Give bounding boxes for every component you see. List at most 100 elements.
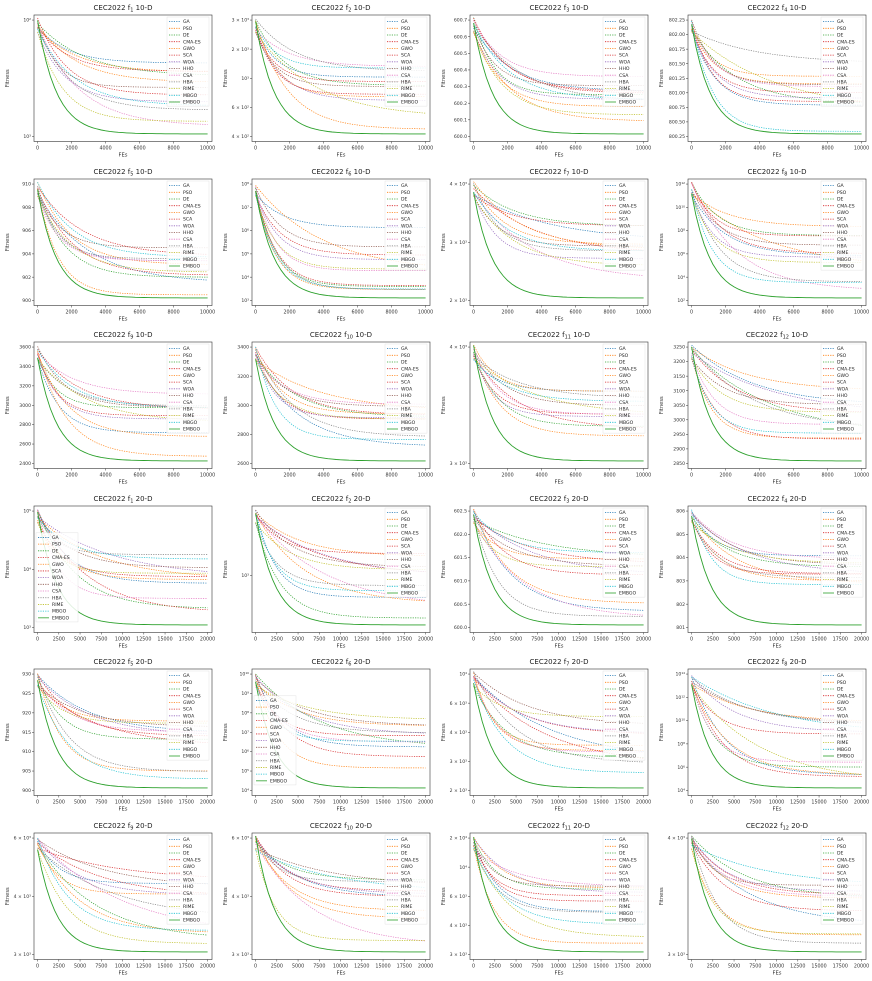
- legend-entry: RIME: [619, 904, 631, 910]
- y-tick-label: 2400: [19, 461, 31, 467]
- x-axis-label: FEs: [555, 643, 564, 649]
- x-tick-label: 2500: [489, 800, 501, 806]
- legend-entry: CMA-ES: [183, 39, 201, 45]
- convergence-chart-24: CEC2022 f12 20-D 0 2500 5000 7500 10000 12500 1…: [659, 822, 869, 977]
- y-tick-label: 802: [676, 601, 685, 607]
- legend-entry: DE: [52, 548, 59, 554]
- x-tick-label: 0: [254, 963, 257, 969]
- legend-entry: GA: [619, 346, 627, 352]
- series-line-embgo: [255, 21, 426, 135]
- series-line-hba: [691, 346, 862, 425]
- series-line-de: [691, 348, 862, 426]
- legend-entry: SCA: [619, 870, 629, 876]
- legend-entry: DE: [401, 196, 408, 202]
- legend-entry: EMBGO: [619, 754, 636, 760]
- legend-entry: DE: [619, 360, 626, 366]
- legend-entry: HHO: [401, 66, 412, 72]
- legend-entry: SCA: [619, 707, 629, 713]
- series-line-csa: [255, 186, 426, 271]
- series-line-gwo: [255, 676, 426, 769]
- series-line-sca: [691, 680, 862, 777]
- legend-entry: HBA: [837, 734, 848, 740]
- legend-entry: EMBGO: [837, 917, 854, 923]
- legend-entry: WOA: [837, 59, 849, 65]
- x-tick-label: 10000: [333, 800, 348, 806]
- y-tick-label: 3 × 10³: [232, 952, 250, 958]
- plot-frame: [687, 178, 867, 306]
- y-tick-label: 602.5: [454, 508, 467, 514]
- x-tick-label: 7500: [531, 800, 543, 806]
- legend-entry: CSA: [837, 73, 847, 79]
- series-line-csa: [473, 520, 644, 616]
- x-tick-label: 6000: [133, 473, 145, 479]
- y-tick-label: 801.00: [669, 90, 685, 96]
- legend-entry: SCA: [837, 543, 847, 549]
- legend-entry: EMBGO: [837, 100, 854, 106]
- series-line-sca: [473, 677, 644, 759]
- legend-entry: HHO: [401, 557, 412, 563]
- legend-entry: CSA: [270, 752, 280, 758]
- series-line-gwo: [37, 352, 208, 437]
- x-axis-label: FEs: [773, 480, 782, 486]
- x-tick-label: 4000: [317, 146, 329, 152]
- legend-entry: HBA: [52, 595, 63, 601]
- x-axis-label: FEs: [119, 807, 128, 813]
- legend-entry: WOA: [619, 550, 631, 556]
- y-tick-label: 801.75: [669, 47, 685, 53]
- legend-entry: GA: [619, 673, 627, 679]
- legend-entry: GA: [619, 19, 627, 25]
- y-tick-label: 2950: [673, 432, 685, 438]
- y-tick-label: 2 × 10³: [450, 298, 468, 304]
- plot-frame: [251, 505, 431, 633]
- series-line-embgo: [473, 683, 644, 789]
- legend-entry: CSA: [401, 400, 411, 406]
- x-axis-label: FEs: [555, 807, 564, 813]
- legend-entry: HHO: [619, 230, 630, 236]
- x-tick-label: 8000: [603, 473, 615, 479]
- x-tick-label: 7500: [95, 800, 107, 806]
- x-axis-label: FEs: [119, 643, 128, 649]
- legend-entry: HHO: [183, 66, 194, 72]
- legend-entry: GA: [183, 346, 191, 352]
- legend-entry: GWO: [401, 46, 413, 52]
- y-tick-label: 10⁹: [241, 691, 249, 697]
- x-tick-label: 15000: [593, 963, 608, 969]
- series-line-mbgo: [473, 359, 644, 402]
- y-axis-label: Fitness: [223, 723, 229, 741]
- series-line-sca: [37, 26, 208, 72]
- x-tick-label: 5000: [74, 800, 86, 806]
- convergence-chart-5: CEC2022 f5 10-D 0 2000 4000 6000 8000 10000 FEs…: [5, 168, 215, 323]
- legend-entry: WOA: [52, 575, 64, 581]
- legend-entry: SCA: [837, 380, 847, 386]
- legend-entry: PSO: [837, 680, 847, 686]
- y-tick-label: 906: [22, 228, 31, 234]
- legend-entry: GWO: [619, 864, 631, 870]
- legend-entry: GA: [837, 346, 845, 352]
- legend-entry: CMA-ES: [619, 530, 637, 536]
- series-line-woa: [37, 838, 208, 895]
- y-tick-label: 10³: [23, 625, 31, 631]
- series-line-hba: [473, 355, 644, 398]
- legend-entry: DE: [619, 196, 626, 202]
- series-line-embgo: [255, 359, 426, 462]
- y-tick-label: 3 × 10³: [232, 18, 250, 24]
- x-tick-label: 2000: [65, 473, 77, 479]
- x-tick-label: 10000: [854, 473, 869, 479]
- chart-title: CEC2022 f4 20-D: [748, 495, 807, 505]
- series-line-ga: [473, 193, 644, 237]
- y-axis-label: Fitness: [5, 396, 11, 414]
- legend-entry: DE: [183, 360, 190, 366]
- y-tick-label: 800.25: [669, 134, 685, 140]
- y-tick-label: 4 × 10³: [14, 893, 32, 899]
- legend-entry: RIME: [183, 904, 195, 910]
- legend-entry: MBGO: [401, 256, 416, 262]
- legend-entry: GWO: [619, 700, 631, 706]
- y-tick-label: 802.00: [669, 32, 685, 38]
- legend-entry: HBA: [401, 80, 412, 86]
- legend-entry: GA: [837, 673, 845, 679]
- y-axis-label: Fitness: [5, 723, 11, 741]
- legend-entry: PSO: [837, 353, 847, 359]
- y-tick-label: 10⁷: [241, 730, 249, 736]
- x-tick-label: 0: [36, 636, 39, 642]
- y-tick-label: 904: [22, 251, 31, 257]
